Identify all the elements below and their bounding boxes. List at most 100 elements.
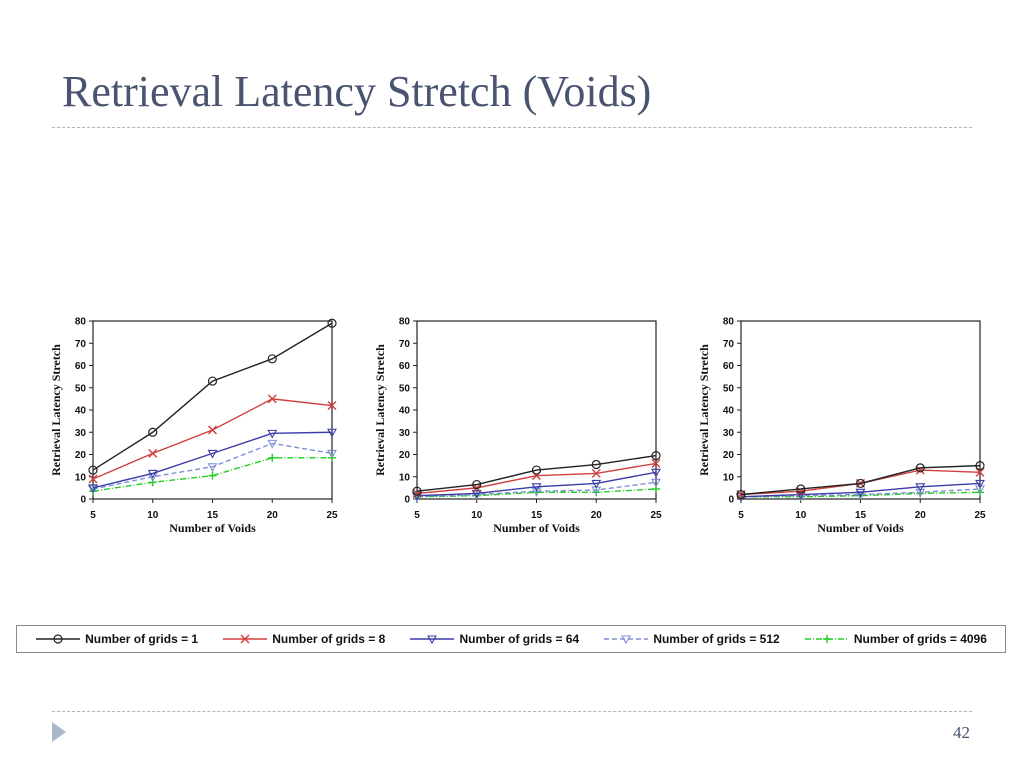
series-line-grids-1 xyxy=(92,322,333,471)
chart-panel-1: 0 10 20 30 40 50 60 70 80 5 10 15 20 25 Number of Void… xyxy=(49,317,338,536)
charts-area: 0 10 20 30 40 50 60 70 80 5 10 15 20 25 Number of Void… xyxy=(49,317,986,536)
chart-panel-3: 0 10 20 30 40 50 60 70 80 5 10 15 20 25 Number of Void… xyxy=(697,317,986,536)
chart-legend: Number of grids = 1 Number of grids = 8 Nu… xyxy=(16,625,1006,653)
data-point xyxy=(591,479,602,489)
y-tick-label: 60 xyxy=(75,361,87,372)
x-tick-label: 25 xyxy=(650,510,662,521)
data-point xyxy=(975,461,985,471)
chart-panel-2: 0 10 20 30 40 50 60 70 80 5 10 15 20 25 Number of Void… xyxy=(373,317,662,536)
data-point xyxy=(207,376,218,386)
legend-marker xyxy=(621,635,632,645)
y-tick-label: 10 xyxy=(399,472,411,483)
data-point xyxy=(267,429,278,439)
x-tick-label: 15 xyxy=(855,510,867,521)
legend-item: Number of grids = 4096 xyxy=(804,632,987,646)
y-tick-label: 70 xyxy=(75,339,87,350)
series-line-grids-512 xyxy=(92,442,333,490)
y-tick-label: 80 xyxy=(75,317,87,328)
data-point xyxy=(915,488,926,498)
data-point xyxy=(412,486,422,496)
series-line-grids-4096 xyxy=(741,491,981,498)
legend-label: Number of grids = 512 xyxy=(653,632,780,646)
series-line-grids-1 xyxy=(416,454,657,492)
y-tick-label: 30 xyxy=(399,428,411,439)
data-point xyxy=(471,490,482,500)
y-tick-label: 40 xyxy=(75,406,87,417)
x-tick-label: 5 xyxy=(90,510,96,521)
y-tick-label: 80 xyxy=(723,317,735,328)
data-point xyxy=(651,451,661,461)
data-point xyxy=(88,484,98,493)
data-point xyxy=(472,479,482,490)
data-point xyxy=(915,483,926,492)
data-point xyxy=(147,469,158,479)
data-point xyxy=(88,474,98,484)
legend-item: Number of grids = 1 xyxy=(35,632,198,646)
y-axis-label: Retrieval Latency Stretch xyxy=(49,344,63,476)
data-point xyxy=(471,489,482,499)
data-point xyxy=(148,427,158,437)
data-point xyxy=(531,487,542,497)
y-tick-label: 60 xyxy=(399,361,411,372)
legend-swatch-icon xyxy=(36,634,81,644)
data-point xyxy=(531,465,542,475)
series-line-grids-4096 xyxy=(416,488,657,498)
data-point xyxy=(975,467,985,477)
data-point xyxy=(855,478,866,489)
x-tick-label: 10 xyxy=(471,510,483,521)
y-axis-label: Retrieval Latency Stretch xyxy=(373,344,387,476)
y-tick-label: 20 xyxy=(399,450,411,461)
data-point xyxy=(267,394,277,404)
legend-item: Number of grids = 8 xyxy=(222,632,385,646)
plot-frame xyxy=(416,320,657,500)
page-number: 42 xyxy=(953,723,970,742)
y-tick-label: 70 xyxy=(723,339,735,350)
legend-swatch-icon xyxy=(410,635,455,645)
y-tick-label: 50 xyxy=(75,383,87,394)
legend-marker xyxy=(427,635,438,645)
series-line-grids-4096 xyxy=(92,457,332,492)
data-point xyxy=(651,458,661,468)
footer-divider xyxy=(52,711,972,712)
y-tick-label: 50 xyxy=(399,383,411,394)
legend-item: Number of grids = 64 xyxy=(409,632,579,646)
data-point xyxy=(591,459,601,470)
data-point xyxy=(651,478,661,488)
data-point xyxy=(736,489,746,500)
plot-frame xyxy=(740,320,981,500)
data-point xyxy=(327,401,337,411)
data-point xyxy=(88,465,98,475)
y-tick-label: 0 xyxy=(404,495,410,506)
legend-swatch-icon xyxy=(604,635,649,645)
x-tick-label: 20 xyxy=(267,510,279,521)
y-tick-label: 10 xyxy=(723,472,735,483)
y-tick-label: 20 xyxy=(723,450,735,461)
y-axis-label: Retrieval Latency Stretch xyxy=(697,344,711,476)
data-point xyxy=(975,485,985,495)
x-axis-label: Number of Voids xyxy=(169,521,256,535)
data-point xyxy=(207,449,218,459)
y-tick-label: 40 xyxy=(399,406,411,417)
data-point xyxy=(651,468,661,478)
data-point xyxy=(267,439,278,449)
legend-swatch-icon xyxy=(804,635,849,643)
data-point xyxy=(208,425,217,435)
data-point xyxy=(207,463,218,472)
legend-item: Number of grids = 512 xyxy=(603,632,780,646)
legend-marker xyxy=(240,634,250,644)
x-tick-label: 20 xyxy=(915,510,927,521)
slide-title: Retrieval Latency Stretch (Voids) xyxy=(62,67,652,116)
data-point xyxy=(327,449,337,459)
y-tick-label: 30 xyxy=(75,428,87,439)
x-tick-label: 25 xyxy=(974,510,986,521)
x-tick-label: 25 xyxy=(326,510,338,521)
data-point xyxy=(148,478,157,487)
x-tick-label: 15 xyxy=(207,510,219,521)
data-point xyxy=(855,488,866,498)
data-point xyxy=(327,318,337,328)
data-point xyxy=(915,463,925,473)
y-tick-label: 0 xyxy=(728,495,734,506)
data-point xyxy=(591,468,601,478)
slide-bullet-arrow-icon xyxy=(52,722,66,742)
data-point xyxy=(855,490,866,500)
